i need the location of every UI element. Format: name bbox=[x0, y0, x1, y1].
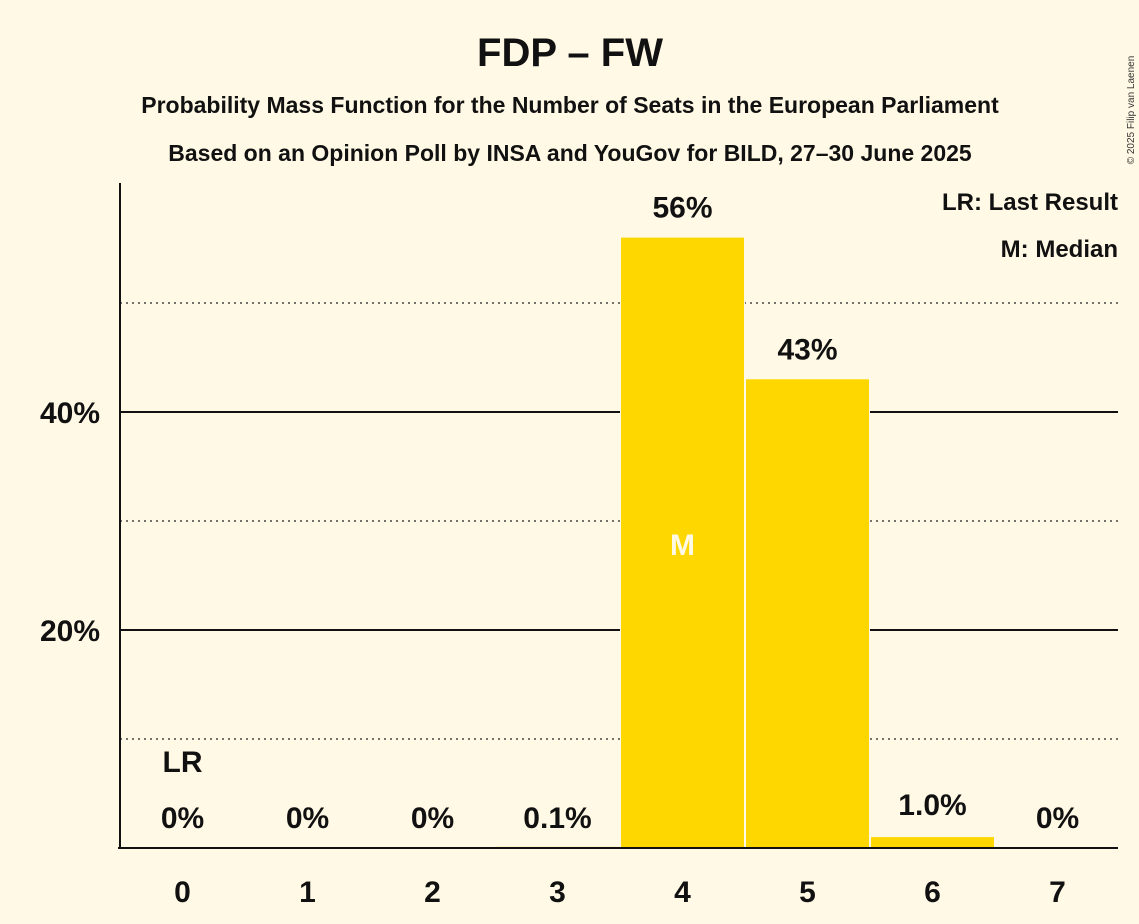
x-tick-label: 3 bbox=[549, 876, 566, 909]
median-marker: M bbox=[670, 529, 695, 562]
legend-median: M: Median bbox=[1001, 236, 1118, 263]
last-result-marker: LR bbox=[163, 746, 203, 779]
x-tick-label: 0 bbox=[174, 876, 191, 909]
value-label: 43% bbox=[777, 333, 837, 366]
x-tick-label: 7 bbox=[1049, 876, 1066, 909]
y-tick-label: 40% bbox=[40, 397, 100, 430]
x-tick-label: 5 bbox=[799, 876, 816, 909]
value-label: 0% bbox=[161, 802, 204, 835]
axes: 20% 40% 0 1 2 3 4 5 6 7 bbox=[40, 183, 1118, 909]
x-tick-label: 6 bbox=[924, 876, 941, 909]
y-tick-label: 20% bbox=[40, 615, 100, 648]
chart-title: FDP – FW bbox=[477, 31, 663, 75]
value-labels: 0% 0% 0% 0.1% 56% 43% 1.0% 0% M LR bbox=[161, 192, 1079, 835]
value-label: 1.0% bbox=[898, 789, 966, 822]
bar bbox=[621, 237, 744, 849]
value-label: 0% bbox=[286, 802, 329, 835]
value-label: 0% bbox=[1036, 802, 1079, 835]
copyright-notice: © 2025 Filip van Laenen bbox=[1126, 56, 1137, 165]
gridlines bbox=[120, 302, 1118, 740]
bars bbox=[495, 237, 995, 849]
x-tick-label: 4 bbox=[674, 876, 691, 909]
value-label: 56% bbox=[652, 192, 712, 225]
bar bbox=[746, 379, 869, 848]
chart-subtitle-2: Based on an Opinion Poll by INSA and You… bbox=[168, 140, 972, 166]
legend-last-result: LR: Last Result bbox=[942, 189, 1118, 216]
bar bbox=[871, 837, 994, 848]
chart-subtitle-1: Probability Mass Function for the Number… bbox=[141, 92, 999, 118]
x-tick-label: 1 bbox=[299, 876, 316, 909]
value-label: 0% bbox=[411, 802, 454, 835]
x-tick-label: 2 bbox=[424, 876, 441, 909]
value-label: 0.1% bbox=[523, 802, 591, 835]
